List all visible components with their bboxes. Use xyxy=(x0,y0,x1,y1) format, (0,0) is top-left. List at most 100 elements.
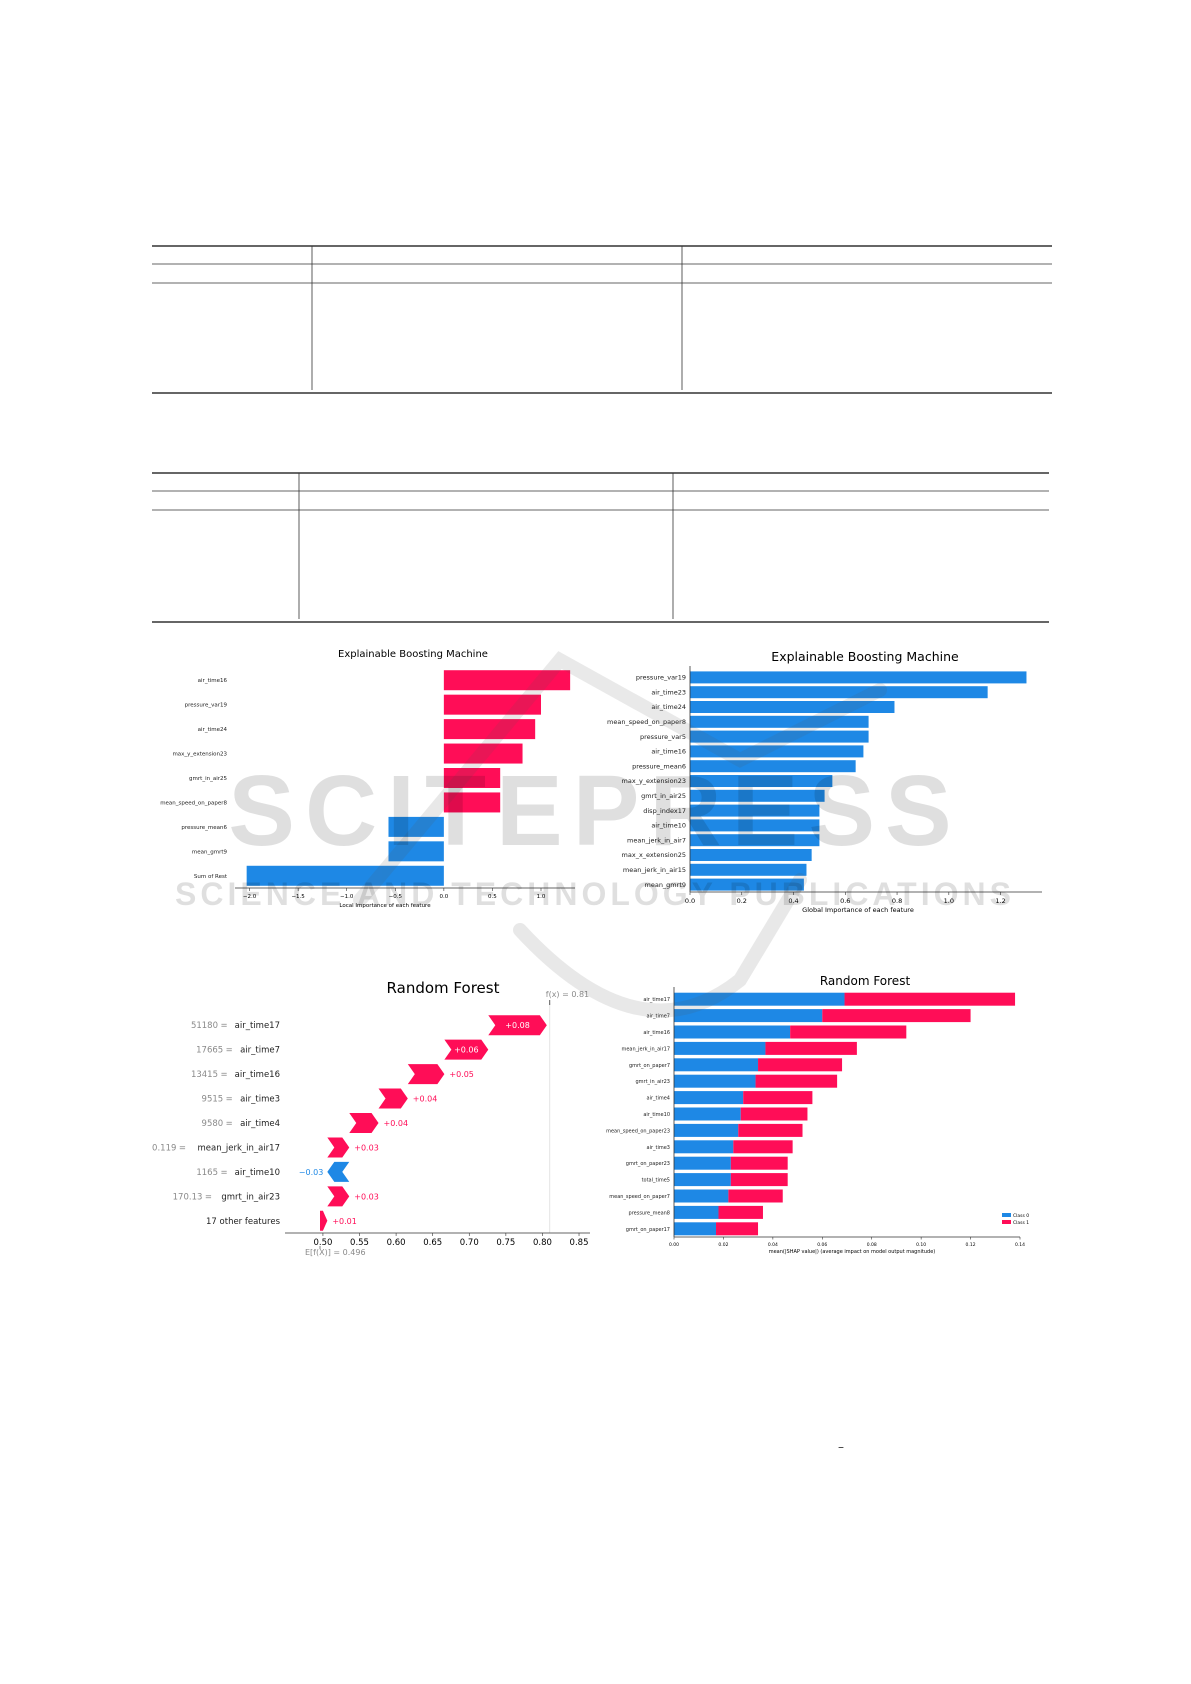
ebm-local-category-label: mean_gmrt9 xyxy=(192,849,228,855)
rf-summary-category-label: gmrt_on_paper23 xyxy=(626,1161,670,1167)
rf-waterfall-value-label: 17665 xyxy=(196,1046,223,1056)
ebm-global-x-tick-label: 0.4 xyxy=(788,897,798,905)
ebm-local-x-tick-label: −1.0 xyxy=(340,894,354,900)
rf-waterfall-bar xyxy=(327,1161,350,1182)
rf-waterfall-bar xyxy=(378,1088,408,1109)
rf-waterfall-value-label: 9515 xyxy=(202,1095,224,1105)
ebm-global-category-label: max_x_extension25 xyxy=(622,851,686,859)
rf-summary-category-label: air_time7 xyxy=(647,1014,671,1020)
ebm-global-x-tick-label: 0.0 xyxy=(685,897,695,905)
ebm-global-x-tick-label: 1.2 xyxy=(995,897,1005,905)
ebm-local-bar xyxy=(443,768,501,788)
ebm-global-bar xyxy=(690,804,820,817)
rf-summary-category-label: pressure_mean8 xyxy=(629,1210,670,1216)
ebm-local-x-tick-label: −0.5 xyxy=(389,894,403,900)
rf-waterfall-value-label: 170.13 xyxy=(173,1192,203,1202)
ebm-global-bar xyxy=(690,775,833,787)
rf-summary-bar-segment xyxy=(730,1156,788,1170)
ebm-global-category-label: air_time24 xyxy=(651,703,686,711)
rf-waterfall-bar-label: +0.05 xyxy=(449,1070,474,1079)
rf-summary-category-label: air_time4 xyxy=(647,1096,671,1102)
rf-waterfall-bar-label: +0.01 xyxy=(332,1217,357,1226)
rf-waterfall-x-tick-label: 0.55 xyxy=(350,1238,369,1248)
stray-dash: – xyxy=(838,1440,844,1454)
rf-waterfall-bar xyxy=(327,1186,350,1207)
ebm-global-bar xyxy=(690,745,864,758)
rf-waterfall-feature-label: 17 other features xyxy=(206,1217,281,1227)
rf-summary-bar-segment xyxy=(716,1222,759,1236)
rf-summary-bar-segment xyxy=(844,992,1016,1006)
rf-summary-bar-segment xyxy=(674,1058,759,1072)
rf-waterfall-fx-label: f(x) = 0.81 xyxy=(546,990,589,999)
rf-waterfall-feature-label: air_time17 xyxy=(235,1021,280,1031)
ebm-local-bar xyxy=(246,865,444,886)
ebm-global-bar xyxy=(690,878,804,891)
ebm-local-bar xyxy=(443,792,501,813)
rf-waterfall-bar-label: +0.08 xyxy=(505,1021,530,1030)
rf-summary-x-tick-label: 0.12 xyxy=(966,1242,976,1248)
ebm-global-bar xyxy=(690,730,869,743)
ebm-global-bar xyxy=(690,671,1027,684)
ebm-global-category-label: mean_jerk_in_air7 xyxy=(627,836,686,844)
ebm-global-bar xyxy=(690,760,856,773)
rf-summary-x-axis-label: mean(|SHAP value|) (average impact on mo… xyxy=(769,1249,936,1255)
rf-waterfall-feature-label: gmrt_in_air23 xyxy=(221,1192,280,1202)
ebm-global-x-tick-label: 0.6 xyxy=(840,897,850,905)
rf-summary-x-tick-label: 0.04 xyxy=(768,1242,778,1248)
rf-summary-bar-segment xyxy=(674,1173,731,1187)
rf-summary-legend-swatch xyxy=(1002,1220,1011,1224)
rf-summary-bar-segment xyxy=(743,1091,813,1105)
rf-summary-bar-segment xyxy=(765,1041,857,1055)
rf-summary-bar-segment xyxy=(728,1189,783,1203)
rf-summary-category-label: gmrt_in_air23 xyxy=(636,1079,671,1085)
ebm-global-category-label: air_time16 xyxy=(651,748,686,756)
rf-summary-bar-segment xyxy=(674,1189,729,1203)
rf-summary-x-tick-label: 0.10 xyxy=(916,1242,926,1248)
rf-summary-bar-segment xyxy=(718,1205,763,1219)
ebm-global-x-tick-label: 0.2 xyxy=(737,897,747,905)
ebm-local-chart: Explainable Boosting Machine air_time16 p… xyxy=(150,640,580,920)
rf-waterfall-feature-label: air_time3 xyxy=(240,1095,280,1105)
rf-waterfall-value-label: 51180 xyxy=(191,1021,218,1031)
rf-summary-bar-segment xyxy=(733,1140,793,1154)
ebm-local-bar xyxy=(443,743,523,764)
rf-summary-bar-segment xyxy=(674,1009,823,1023)
rf-summary-legend-label: Class 0 xyxy=(1013,1213,1029,1219)
rf-waterfall-equals-sign: = xyxy=(220,1168,227,1178)
ebm-local-bar xyxy=(388,841,444,862)
ebm-global-bar xyxy=(690,715,869,728)
rf-waterfall-bar xyxy=(407,1064,445,1085)
rf-waterfall-x-tick-label: 0.65 xyxy=(423,1238,442,1248)
ebm-global-bar xyxy=(690,701,895,713)
ebm-local-bar xyxy=(443,719,536,740)
rf-summary-bar-segment xyxy=(674,1205,719,1219)
rf-summary-x-tick-label: 0.14 xyxy=(1015,1242,1025,1248)
ebm-global-bar xyxy=(690,686,988,699)
ebm-global-category-label: pressure_var5 xyxy=(640,733,686,741)
rf-summary-bar-segment xyxy=(674,992,845,1006)
rf-waterfall-feature-label: air_time16 xyxy=(235,1070,280,1080)
rf-summary-bar-segment xyxy=(758,1058,843,1072)
rf-summary-category-label: air_time10 xyxy=(643,1112,670,1118)
rf-waterfall-equals-sign: = xyxy=(220,1021,227,1031)
ebm-local-category-label: pressure_mean6 xyxy=(181,825,227,831)
rf-waterfall-bar xyxy=(327,1137,350,1158)
rf-summary-bar-segment xyxy=(740,1107,808,1121)
rf-waterfall-bar xyxy=(444,1039,489,1060)
rf-waterfall-value-label: 0.119 xyxy=(152,1143,176,1153)
rf-summary-category-label: mean_jerk_in_air17 xyxy=(621,1046,670,1052)
ebm-global-bar xyxy=(690,849,812,861)
rf-summary-bar-segment xyxy=(790,1025,907,1039)
ebm-global-category-label: max_y_extension23 xyxy=(622,777,686,785)
rf-waterfall-bar xyxy=(488,1015,547,1036)
ebm-global-x-axis-label: Global Importance of each feature xyxy=(802,906,914,914)
ebm-global-category-label: pressure_mean6 xyxy=(632,762,686,770)
ebm-global-bar xyxy=(690,834,820,847)
ebm-local-category-label: air_time16 xyxy=(198,678,228,684)
rf-waterfall-value-label: 13415 xyxy=(191,1070,218,1080)
ebm-global-category-label: mean_gmrt9 xyxy=(645,881,687,889)
rf-summary-x-tick-label: 0.00 xyxy=(669,1242,679,1248)
rf-waterfall-bar-label: −0.03 xyxy=(299,1168,324,1177)
rf-waterfall-x-tick-label: 0.85 xyxy=(570,1238,589,1248)
